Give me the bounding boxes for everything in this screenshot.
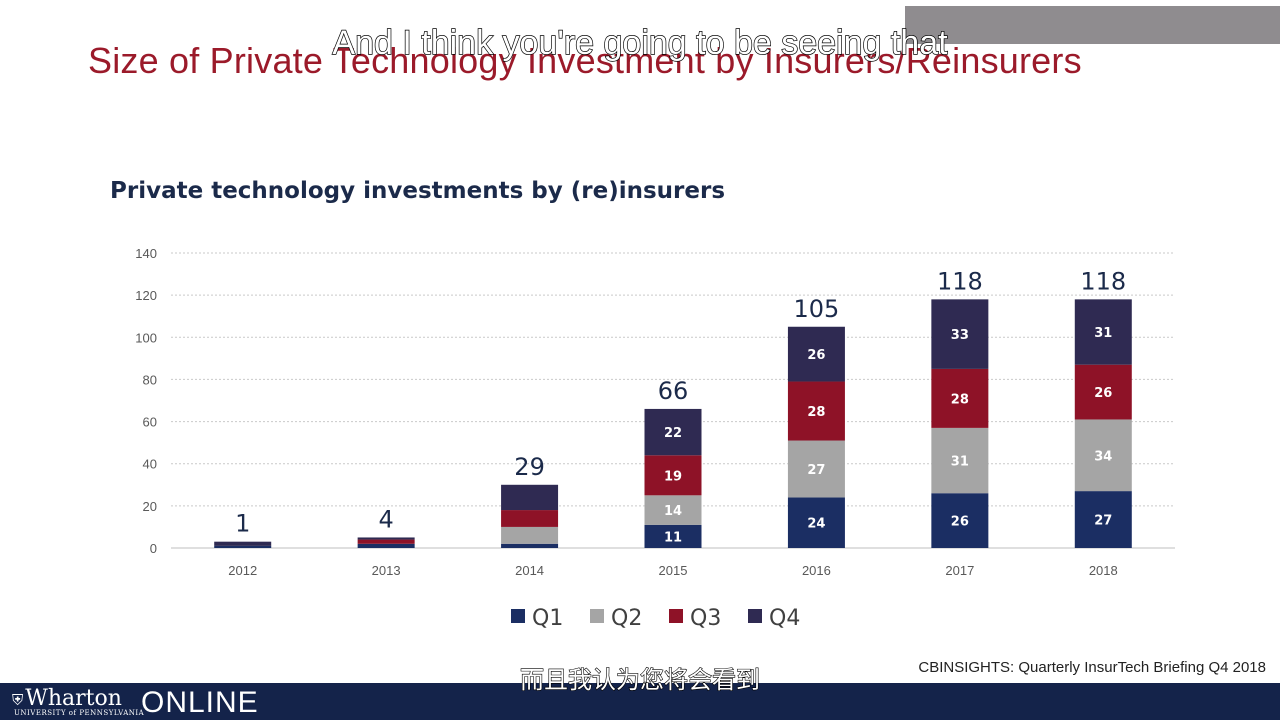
segment-data-label: 26 xyxy=(807,348,825,363)
bar-segment-q3 xyxy=(644,455,702,496)
bar-total-label: 66 xyxy=(658,377,689,405)
footer-bar xyxy=(0,683,1280,720)
bar-segment-q2 xyxy=(931,427,989,494)
bar-segment-q2 xyxy=(787,440,845,498)
bar-total-label: 118 xyxy=(937,267,983,295)
y-tick-label: 40 xyxy=(143,457,157,472)
bar-segment-q4 xyxy=(214,541,272,546)
bar-total-label: 29 xyxy=(514,453,545,481)
bar-segment-q4 xyxy=(357,537,415,540)
legend-label-q2: Q2 xyxy=(611,606,642,631)
legend-label-q1: Q1 xyxy=(532,606,563,631)
x-tick-label: 2017 xyxy=(945,563,974,578)
segment-data-label: 28 xyxy=(807,405,825,420)
subtitle-caption-english: And I think you're going to be seeing th… xyxy=(332,23,949,62)
bar-segment-q2 xyxy=(644,495,702,525)
bar-segment-q1 xyxy=(931,493,989,548)
bar-total-label: 118 xyxy=(1080,267,1126,295)
legend-swatch-q3 xyxy=(669,609,683,623)
y-tick-label: 60 xyxy=(143,415,157,430)
bar-segment-q1 xyxy=(214,545,272,548)
x-tick-label: 2013 xyxy=(372,563,401,578)
y-tick-label: 120 xyxy=(135,288,157,303)
y-tick-label: 140 xyxy=(135,246,157,261)
shield-icon: ⛨ xyxy=(12,691,24,709)
bar-segment-q2 xyxy=(1074,419,1132,492)
y-tick-label: 0 xyxy=(150,541,157,556)
segment-data-label: 28 xyxy=(951,392,969,407)
bar-segment-q1 xyxy=(501,543,559,548)
bar-segment-q1 xyxy=(1074,491,1132,548)
segment-data-label: 11 xyxy=(664,530,682,545)
bar-segment-q4 xyxy=(931,299,989,369)
bar-segment-q4 xyxy=(787,326,845,382)
bar-segment-q3 xyxy=(787,381,845,441)
x-tick-label: 2012 xyxy=(228,563,257,578)
segment-data-label: 33 xyxy=(951,328,969,343)
segment-data-label: 27 xyxy=(1094,514,1112,529)
chart-title: Private technology investments by (re)in… xyxy=(110,178,726,204)
slide-title: Size of Private Technology Investment by… xyxy=(88,40,1082,81)
x-tick-label: 2018 xyxy=(1089,563,1118,578)
segment-data-label: 14 xyxy=(664,504,682,519)
legend-label-q3: Q3 xyxy=(690,606,721,631)
source-citation: CBINSIGHTS: Quarterly InsurTech Briefing… xyxy=(918,659,1266,676)
wharton-wordmark: Wharton xyxy=(25,686,122,711)
bar-total-label: 4 xyxy=(379,505,394,533)
wharton-logo: ⛨Wharton xyxy=(12,686,122,711)
segment-data-label: 34 xyxy=(1094,449,1112,464)
y-tick-label: 80 xyxy=(143,372,157,387)
legend-swatch-q2 xyxy=(590,609,604,623)
bar-total-label: 1 xyxy=(235,510,250,538)
bar-segment-q4 xyxy=(501,484,559,511)
legend-label-q4: Q4 xyxy=(769,606,800,631)
bar-segment-q3 xyxy=(357,539,415,544)
segment-data-label: 31 xyxy=(1094,326,1112,341)
x-tick-label: 2014 xyxy=(515,563,544,578)
bar-segment-q4 xyxy=(1074,299,1132,365)
segment-data-label: 31 xyxy=(951,455,969,470)
wharton-subline: UNIVERSITY of PENNSYLVANIA xyxy=(14,709,145,717)
bar-segment-q3 xyxy=(931,368,989,428)
bar-segment-q1 xyxy=(644,524,702,548)
y-tick-label: 100 xyxy=(135,330,157,345)
bar-segment-q3 xyxy=(501,510,559,527)
segment-data-label: 27 xyxy=(807,463,825,478)
subtitle-caption-chinese: 而且我认为您将会看到 xyxy=(519,665,760,694)
bar-segment-q1 xyxy=(787,497,845,548)
online-wordmark: ONLINE xyxy=(141,686,259,719)
bar-segment-q4 xyxy=(644,408,702,456)
bar-segment-q1 xyxy=(357,543,415,548)
bar-segment-q3 xyxy=(1074,364,1132,420)
segment-data-label: 19 xyxy=(664,469,682,484)
segment-data-label: 24 xyxy=(807,517,825,532)
stacked-bar-chart: 0 20 40 60 80 100 120 140 1 2012 4 2013 29 2014 11 14 19… xyxy=(135,246,1175,631)
y-tick-label: 20 xyxy=(143,499,157,514)
segment-data-label: 26 xyxy=(951,515,969,530)
legend-swatch-q1 xyxy=(511,609,525,623)
segment-data-label: 26 xyxy=(1094,386,1112,401)
bar-total-label: 105 xyxy=(794,295,840,323)
x-tick-label: 2016 xyxy=(802,563,831,578)
gray-banner xyxy=(905,6,1280,44)
segment-data-label: 22 xyxy=(664,426,682,441)
legend-swatch-q4 xyxy=(748,609,762,623)
x-tick-label: 2015 xyxy=(659,563,688,578)
bar-segment-q2 xyxy=(501,526,559,544)
